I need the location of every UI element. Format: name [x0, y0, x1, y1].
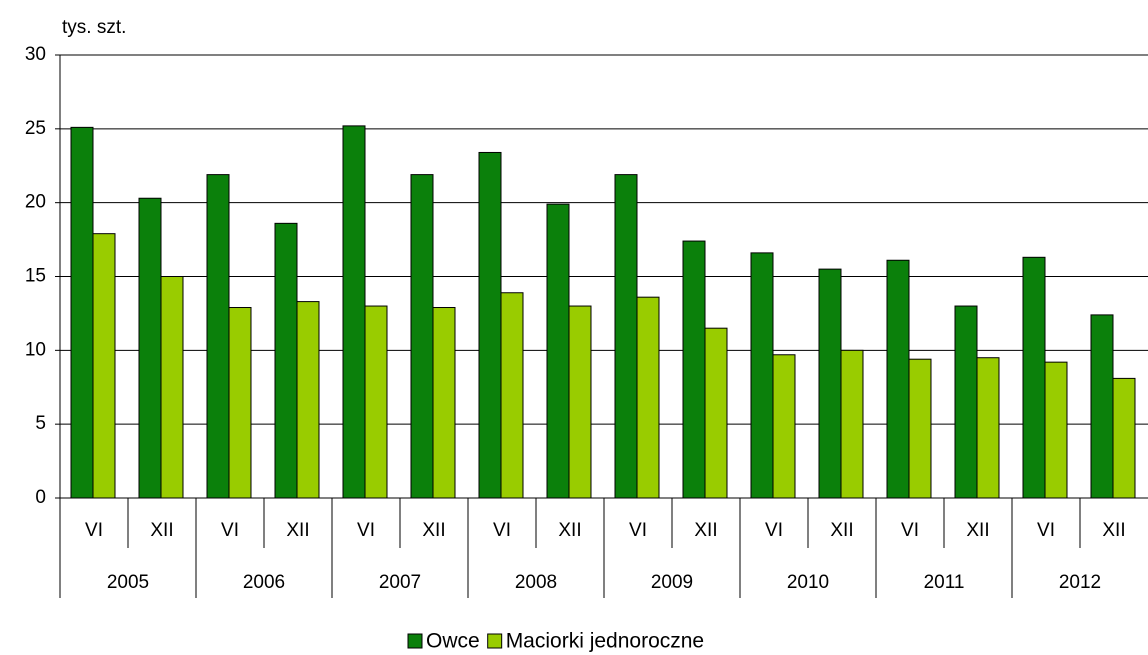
y-tick-label: 20: [25, 192, 46, 213]
bar: [364, 305, 388, 499]
bar: [886, 259, 910, 499]
bar: [478, 151, 502, 499]
group-label: 2005: [107, 572, 149, 593]
x-tick-label: VI: [765, 520, 783, 541]
bar: [70, 126, 94, 499]
bar: [1112, 377, 1136, 499]
bar: [92, 233, 116, 499]
x-tick-label: VI: [493, 520, 511, 541]
y-tick-label: 30: [25, 44, 46, 65]
bar: [410, 174, 434, 499]
group-label: 2011: [924, 572, 965, 593]
y-tick-label: 0: [35, 487, 46, 508]
y-tick-label: 25: [25, 118, 46, 139]
x-tick-label: XII: [966, 520, 989, 541]
bar: [636, 296, 660, 499]
bar: [228, 307, 252, 499]
group-label: 2009: [651, 572, 693, 593]
x-tick-label: XII: [150, 520, 173, 541]
x-tick-label: VI: [901, 520, 919, 541]
bar: [342, 125, 366, 499]
bar: [432, 307, 456, 499]
group-label: 2012: [1059, 572, 1101, 593]
bar: [704, 327, 728, 499]
legend-swatch: [487, 633, 503, 649]
bar: [682, 240, 706, 499]
bar: [1022, 256, 1046, 499]
bar: [206, 174, 230, 499]
y-tick-label: 5: [35, 413, 46, 434]
bar: [818, 268, 842, 499]
group-label: 2010: [787, 572, 829, 593]
bar: [546, 203, 570, 499]
bar: [296, 301, 320, 499]
bar: [568, 305, 592, 499]
bar: [1090, 314, 1114, 499]
bar: [160, 276, 184, 499]
bar: [772, 354, 796, 499]
group-label: 2006: [243, 572, 285, 593]
y-tick-label: 15: [25, 266, 46, 287]
x-tick-label: VI: [85, 520, 103, 541]
legend-label: Maciorki jednoroczne: [506, 630, 704, 653]
x-tick-label: VI: [629, 520, 647, 541]
x-tick-label: XII: [286, 520, 309, 541]
legend-label: Owce: [426, 630, 480, 653]
bar: [954, 305, 978, 499]
bar: [500, 292, 524, 499]
bar: [1044, 361, 1068, 499]
bar: [840, 349, 864, 499]
group-label: 2008: [515, 572, 557, 593]
bar: [908, 358, 932, 499]
x-tick-label: XII: [694, 520, 717, 541]
bar: [274, 222, 298, 499]
x-tick-label: XII: [558, 520, 581, 541]
x-tick-label: VI: [221, 520, 239, 541]
x-tick-label: XII: [422, 520, 445, 541]
bar: [614, 174, 638, 499]
bar: [138, 197, 162, 499]
x-tick-label: VI: [1037, 520, 1055, 541]
y-tick-label: 10: [25, 339, 46, 360]
y-axis-label: tys. szt.: [62, 17, 126, 38]
bar: [976, 357, 1000, 499]
legend-swatch: [407, 633, 423, 649]
bar: [750, 252, 774, 499]
x-tick-label: XII: [1102, 520, 1125, 541]
x-tick-label: VI: [357, 520, 375, 541]
group-label: 2007: [379, 572, 421, 593]
x-tick-label: XII: [830, 520, 853, 541]
